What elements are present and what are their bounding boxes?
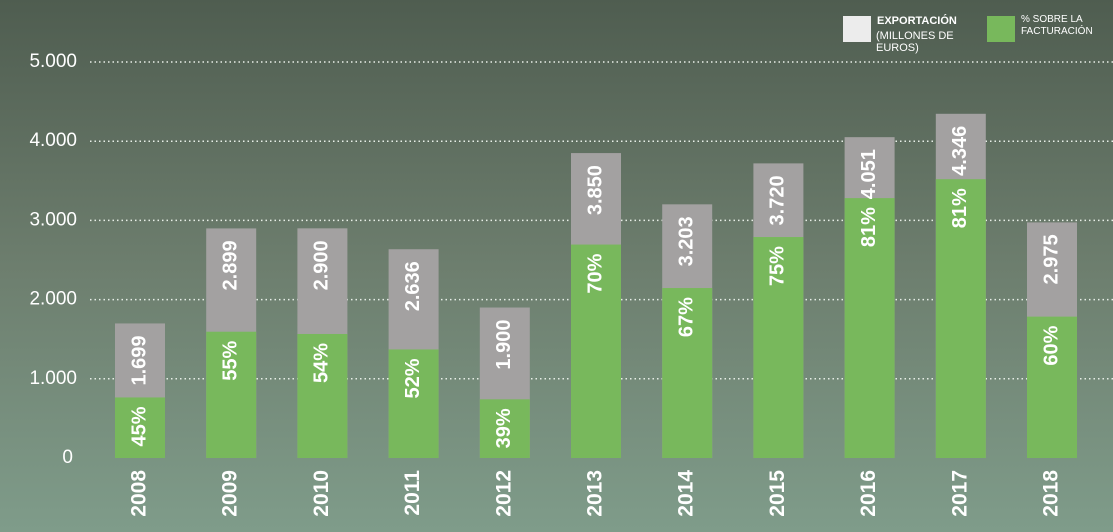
value-label: 75% <box>767 246 789 286</box>
value-label: 67% <box>675 297 697 337</box>
bar-share <box>479 399 530 458</box>
legend-unit-box: (MILLONES DE EUROS) <box>876 30 954 54</box>
x-tick-label: 2017 <box>948 470 971 517</box>
x-tick-label: 2018 <box>1040 470 1063 517</box>
bar-share <box>662 288 713 458</box>
value-label: 2.900 <box>311 240 333 290</box>
y-tick-label: 2.000 <box>29 289 77 310</box>
x-tick-label: 2008 <box>128 470 151 517</box>
value-label: 39% <box>493 408 515 448</box>
x-tick-label: 2015 <box>766 470 789 517</box>
value-label: 4.346 <box>949 126 971 176</box>
y-tick-label: 4.000 <box>29 130 77 151</box>
x-tick-label: 2011 <box>401 470 424 516</box>
bar-share <box>571 244 621 458</box>
value-label: 81% <box>949 188 971 228</box>
value-label: 1.699 <box>128 335 150 385</box>
legend-label: EXPORTACIÓN <box>877 14 957 27</box>
value-label: 4.051 <box>858 149 880 199</box>
value-label: 52% <box>402 358 424 398</box>
value-label: 3.850 <box>584 165 606 215</box>
y-tick-label: 0 <box>62 447 73 468</box>
legend-label-box: % SOBRE LA FACTURACIÓN <box>1021 14 1093 37</box>
value-label: 54% <box>311 343 333 383</box>
value-label: 1.900 <box>493 320 515 370</box>
bar-share <box>206 331 257 458</box>
x-tick-label: 2016 <box>857 470 880 517</box>
legend-label: % SOBRE LA FACTURACIÓN <box>1021 14 1093 37</box>
value-label: 70% <box>584 253 606 293</box>
legend-swatch <box>987 16 1015 42</box>
x-tick-label: 2012 <box>492 470 515 517</box>
x-tick-label: 2014 <box>675 470 698 517</box>
bar-share <box>844 198 895 459</box>
bar-share <box>935 179 986 458</box>
bar-share <box>1027 316 1077 458</box>
value-label: 81% <box>858 207 880 247</box>
bar-share <box>297 333 348 458</box>
y-tick-label: 5.000 <box>29 51 77 72</box>
value-label: 3.720 <box>767 175 789 225</box>
y-tick-label: 1.000 <box>29 368 77 389</box>
value-label: 2.636 <box>402 261 424 311</box>
value-label: 2.899 <box>219 240 241 290</box>
x-tick-label: 2010 <box>310 470 333 517</box>
value-label: 60% <box>1040 325 1062 365</box>
bar-share <box>388 349 439 458</box>
x-tick-label: 2009 <box>219 470 242 517</box>
x-tick-label: 2013 <box>584 470 607 517</box>
legend-unit: (MILLONES DE EUROS) <box>876 30 954 54</box>
bar-share <box>753 237 804 458</box>
y-tick-label: 3.000 <box>29 209 77 230</box>
value-label: 3.203 <box>675 216 697 266</box>
value-label: 55% <box>219 341 241 381</box>
value-label: 2.975 <box>1040 234 1062 284</box>
legend-swatch <box>843 16 871 42</box>
bar-share <box>115 397 165 458</box>
value-label: 45% <box>128 406 150 446</box>
